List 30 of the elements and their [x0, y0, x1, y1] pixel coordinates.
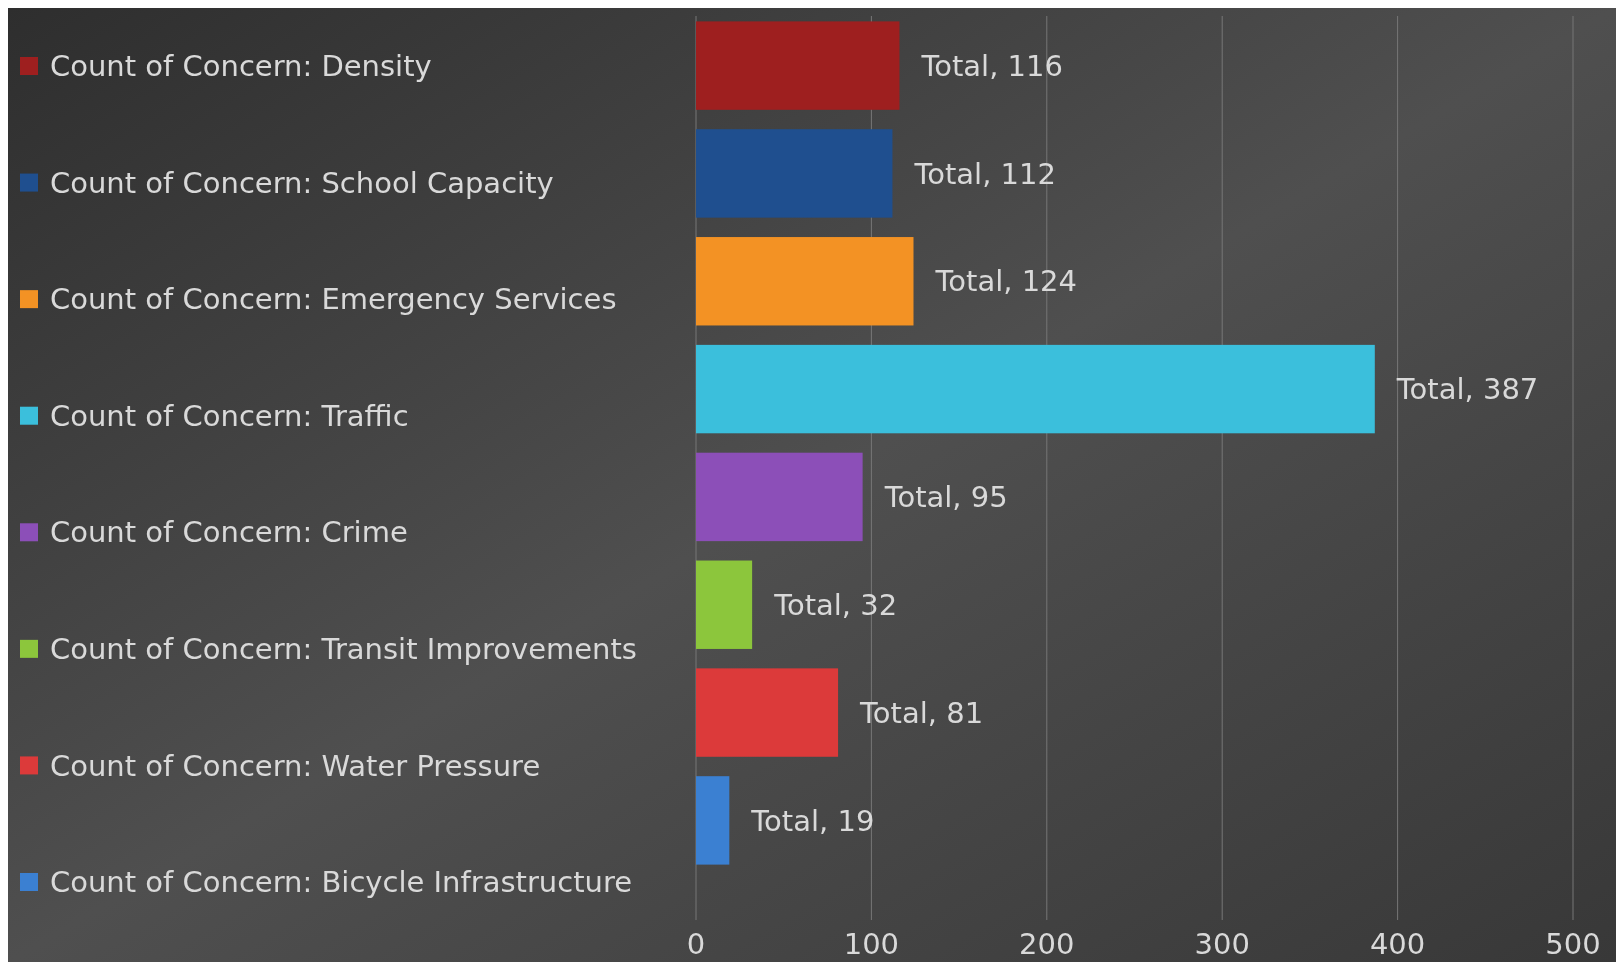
- legend-label: Count of Concern: Crime: [50, 515, 408, 550]
- data-label: Total, 81: [859, 695, 984, 730]
- bar: [696, 237, 914, 326]
- legend-label: Count of Concern: Water Pressure: [50, 748, 541, 783]
- legend-label: Count of Concern: Emergency Services: [50, 282, 617, 317]
- x-tick-label: 200: [1019, 927, 1075, 961]
- legend-label: Count of Concern: Density: [50, 49, 432, 84]
- data-label: Total, 32: [773, 587, 898, 622]
- legend-label: Count of Concern: Traffic: [50, 398, 409, 433]
- data-label: Total, 112: [913, 156, 1056, 191]
- bar: [696, 344, 1375, 434]
- x-tick-label: 400: [1369, 927, 1426, 961]
- data-label: Total, 19: [750, 803, 875, 838]
- data-label: Total, 124: [934, 264, 1078, 299]
- legend-label: Count of Concern: Bicycle Infrastructure: [50, 865, 633, 900]
- data-label: Total, 387: [1395, 372, 1539, 407]
- x-tick-label: 100: [843, 927, 900, 961]
- x-tick-label: 300: [1194, 927, 1250, 961]
- bar: [696, 668, 839, 757]
- data-label: Total, 95: [883, 480, 1008, 515]
- bar: [696, 776, 730, 865]
- legend-label: Count of Concern: School Capacity: [50, 165, 554, 200]
- bar: [696, 129, 893, 218]
- x-tick-label: 0: [686, 927, 706, 961]
- data-label: Total, 116: [920, 48, 1063, 83]
- bar: [696, 452, 863, 542]
- bar: [696, 21, 900, 110]
- legend-label: Count of Concern: Transit Improvements: [50, 632, 637, 667]
- bar: [696, 560, 753, 649]
- x-tick-label: 500: [1545, 927, 1601, 961]
